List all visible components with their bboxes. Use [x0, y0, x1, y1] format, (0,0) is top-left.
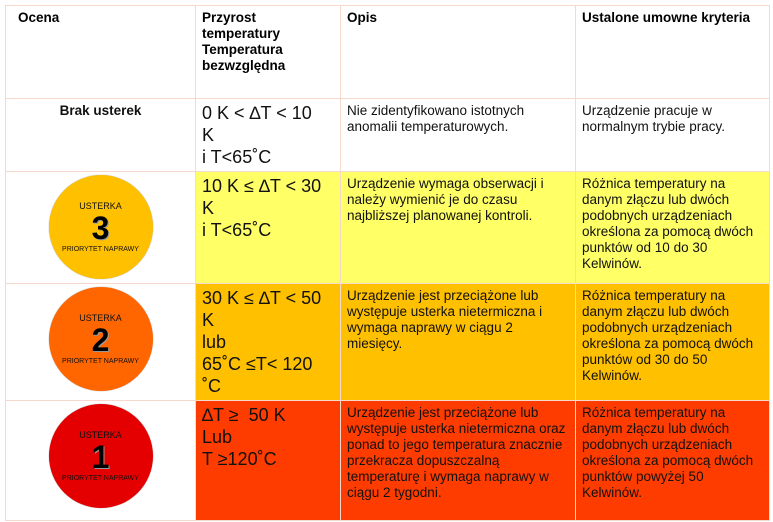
fault-rating-table: Ocena Przyrost temperatury Temperatura b… [5, 5, 770, 521]
range-cell: 30 K ≤ ∆T < 50 K lub 65˚C ≤T< 120 ˚C [195, 283, 341, 401]
badge-number: 1 [91, 438, 110, 475]
range-cell: 0 K < ∆T < 10 K i T<65˚C [195, 98, 341, 172]
desc-cell: Urządzenie jest przeciążone lub występuj… [340, 283, 576, 401]
badge-bottom: PRIORYTET NAPRAWY [62, 245, 139, 253]
rating-cell: USTERKA 1 PRIORYTET NAPRAWY [5, 400, 196, 521]
criteria-cell: Różnica temperatury na danym złączu lub … [575, 171, 770, 284]
range-text: 0 K < ∆T < 10 K i T<65˚C [202, 103, 312, 167]
header-opis: Opis [340, 5, 576, 99]
badge-top: USTERKA [79, 429, 122, 440]
priority-badge-1: USTERKA 1 PRIORYTET NAPRAWY [48, 404, 153, 508]
desc-cell: Nie zidentyfikowano istotnych anomalii t… [340, 98, 576, 172]
criteria-cell: Urządzenie pracuje w normalnym trybie pr… [575, 98, 770, 172]
badge-bottom: PRIORYTET NAPRAWY [62, 357, 139, 365]
range-text: 30 K ≤ ∆T < 50 K lub 65˚C ≤T< 120 ˚C [202, 288, 322, 396]
header-row: Ocena Przyrost temperatury Temperatura b… [5, 5, 770, 99]
header-criteria: Ustalone umowne kryteria [575, 5, 770, 99]
badge-top: USTERKA [79, 312, 122, 323]
table-row: USTERKA 2 PRIORYTET NAPRAWY 30 K ≤ ∆T < … [5, 283, 770, 401]
rating-cell: Brak usterek [5, 98, 196, 172]
desc-cell: Urządzenie wymaga obserwacji i należy wy… [340, 171, 576, 284]
header-ocena: Ocena [5, 5, 196, 99]
priority-badge-2: USTERKA 2 PRIORYTET NAPRAWY [48, 287, 153, 391]
criteria-cell: Różnica temperatury na danym złączu lub … [575, 400, 770, 521]
header-range: Przyrost temperatury Temperatura bezwzgl… [195, 5, 341, 99]
badge-number: 3 [91, 209, 110, 246]
table-row: Brak usterek 0 K < ∆T < 10 K i T<65˚C Ni… [5, 98, 770, 172]
rating-cell: USTERKA 2 PRIORYTET NAPRAWY [5, 283, 196, 401]
priority-badge-3: USTERKA 3 PRIORYTET NAPRAWY [48, 175, 153, 279]
range-cell: ∆T ≥ 50 K Lub T ≥120˚C [195, 400, 341, 521]
range-text: ∆T ≥ 50 K Lub T ≥120˚C [202, 405, 286, 469]
desc-cell: Urządzenie jest przeciążone lub występuj… [340, 400, 576, 521]
range-text: 10 K ≤ ∆T < 30 K i T<65˚C [202, 176, 322, 240]
table-row: USTERKA 3 PRIORYTET NAPRAWY 10 K ≤ ∆T < … [5, 171, 770, 284]
rating-cell: USTERKA 3 PRIORYTET NAPRAWY [5, 171, 196, 284]
criteria-cell: Różnica temperatury na danym złączu lub … [575, 283, 770, 401]
badge-number: 2 [91, 321, 110, 358]
badge-top: USTERKA [79, 200, 122, 211]
rating-label: Brak usterek [59, 103, 142, 118]
range-cell: 10 K ≤ ∆T < 30 K i T<65˚C [195, 171, 341, 284]
badge-bottom: PRIORYTET NAPRAWY [62, 474, 139, 482]
table-row: USTERKA 1 PRIORYTET NAPRAWY ∆T ≥ 50 K Lu… [5, 400, 770, 521]
